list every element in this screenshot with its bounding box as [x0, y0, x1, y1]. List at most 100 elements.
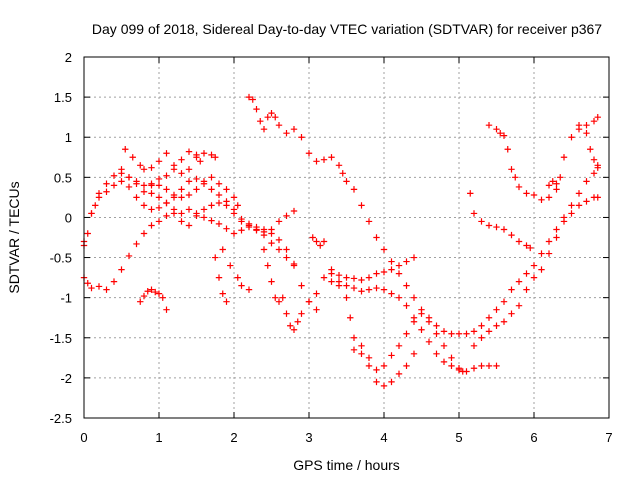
data-point: [215, 199, 223, 207]
data-point: [230, 230, 238, 237]
data-point: [335, 272, 343, 279]
data-point: [395, 262, 403, 269]
data-point: [410, 294, 418, 301]
data-point: [103, 188, 110, 195]
data-point: [538, 196, 545, 203]
data-point: [317, 242, 324, 249]
data-point: [275, 236, 283, 244]
data-point: [388, 266, 395, 273]
data-point: [133, 178, 140, 185]
data-point: [440, 328, 448, 335]
series-trace-j: [245, 93, 500, 375]
data-point: [403, 282, 410, 289]
data-point: [283, 130, 290, 137]
x-tick-label: 6: [530, 430, 537, 445]
data-point: [148, 164, 155, 171]
data-point: [234, 202, 241, 209]
data-point: [268, 109, 275, 117]
data-point: [140, 188, 148, 195]
data-point: [193, 212, 200, 220]
data-point: [493, 223, 500, 231]
data-point: [380, 382, 388, 390]
y-tick-label: 1.5: [54, 90, 72, 105]
data-point: [523, 190, 530, 197]
data-point: [219, 246, 226, 253]
series-trace-i: [137, 286, 170, 313]
data-point: [208, 217, 215, 224]
data-point: [125, 174, 133, 181]
data-point: [223, 225, 230, 232]
x-tick-label: 0: [80, 430, 87, 445]
data-point: [215, 180, 223, 187]
data-point: [137, 298, 144, 305]
data-point: [350, 346, 358, 354]
y-tick-label: -1: [60, 291, 72, 306]
data-point: [350, 186, 358, 193]
data-point: [155, 218, 163, 225]
data-point: [92, 202, 99, 209]
grid-lines: [84, 57, 609, 418]
data-point: [163, 186, 170, 193]
data-point: [200, 206, 208, 213]
data-point: [212, 154, 219, 161]
data-point: [459, 368, 466, 375]
data-point: [208, 151, 215, 159]
data-point: [140, 166, 148, 173]
y-tick-label: 0.5: [54, 170, 72, 185]
data-point: [358, 350, 365, 358]
y-tick-label: 0: [65, 210, 72, 225]
data-point: [272, 294, 279, 301]
data-point: [152, 288, 159, 296]
data-point: [155, 158, 163, 165]
data-point: [140, 230, 148, 237]
data-point: [418, 326, 425, 333]
data-point: [234, 274, 241, 281]
data-point: [193, 186, 200, 193]
data-point: [335, 162, 343, 169]
data-marks: [80, 93, 601, 390]
y-tick-label: -2.5: [50, 411, 72, 426]
data-point: [260, 246, 268, 253]
data-point: [553, 186, 560, 193]
data-point: [485, 362, 493, 370]
data-point: [283, 212, 290, 220]
data-point: [358, 288, 365, 295]
data-point: [298, 282, 305, 289]
data-point: [163, 172, 170, 179]
series-trace-s: [545, 121, 601, 189]
data-point: [208, 174, 215, 181]
data-point: [185, 206, 193, 213]
data-point: [155, 204, 163, 212]
data-point: [215, 274, 223, 281]
data-point: [178, 218, 185, 225]
data-point: [283, 246, 290, 253]
data-point: [455, 366, 463, 374]
data-point: [508, 231, 515, 239]
data-point: [553, 234, 560, 241]
data-point: [200, 214, 208, 221]
data-point: [95, 190, 103, 197]
data-point: [125, 252, 133, 260]
data-point: [118, 178, 125, 185]
x-tick-label: 3: [305, 430, 312, 445]
series-trace-f: [148, 148, 204, 189]
data-point: [590, 117, 598, 125]
data-point: [155, 175, 163, 183]
plot-frame: [83, 56, 610, 419]
data-point: [148, 222, 155, 229]
data-point: [583, 121, 590, 129]
data-point: [290, 262, 298, 269]
data-point: [463, 330, 470, 337]
y-axis-label: SDTVAR / TECUs: [6, 181, 22, 293]
data-point: [155, 290, 163, 297]
data-point: [388, 378, 395, 386]
series-trace-p: [470, 194, 601, 349]
data-point: [95, 283, 103, 290]
data-point: [500, 132, 508, 139]
y-tick-label: -1.5: [50, 331, 72, 346]
data-point: [268, 278, 275, 285]
data-point: [110, 172, 118, 179]
data-point: [313, 158, 320, 165]
data-point: [287, 322, 294, 329]
data-point: [245, 93, 253, 101]
